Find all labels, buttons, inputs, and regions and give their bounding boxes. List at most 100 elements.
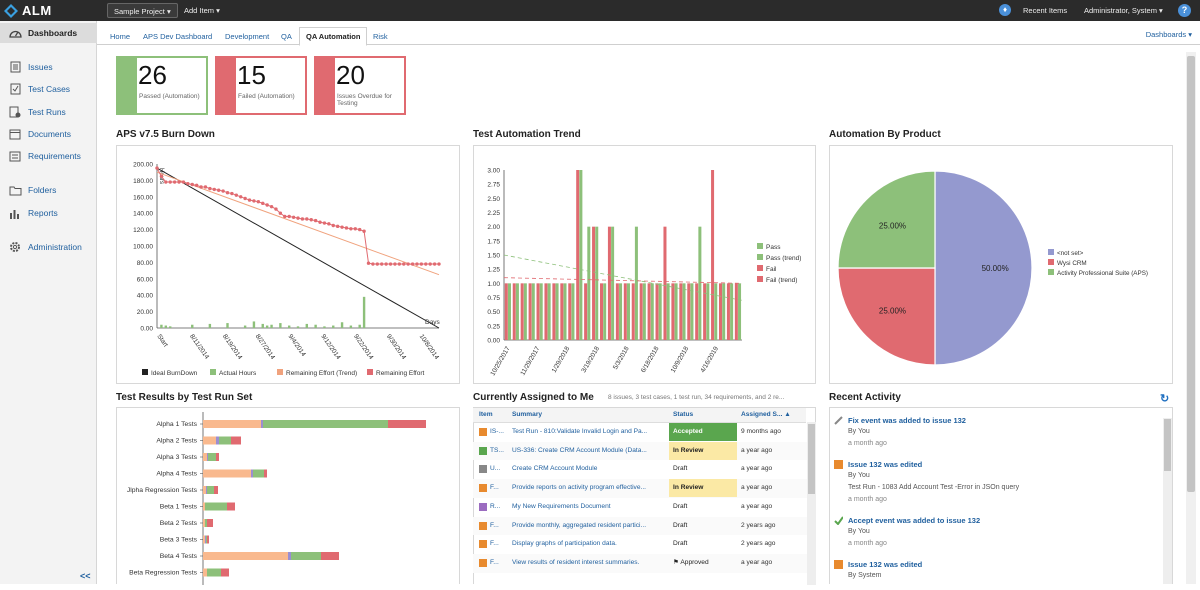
row-label: Beta 1 Tests — [160, 504, 198, 511]
fail-bar — [639, 283, 643, 340]
row-label: Beta Regression Tests — [129, 570, 197, 577]
kpi-passed[interactable]: 26 Passed (Automation) — [116, 56, 208, 115]
table-row[interactable]: F... Provide monthly, aggregated resident… — [473, 516, 807, 536]
tab-qa-automation[interactable]: QA Automation — [299, 27, 368, 46]
recent-items-link[interactable]: Recent Items — [1023, 6, 1068, 15]
activity-title[interactable]: Issue 132 was edited — [848, 460, 923, 469]
item-summary[interactable]: Provide reports on activity program effe… — [512, 484, 647, 492]
assigned-since: 2 years ago — [741, 521, 776, 529]
app-logo[interactable]: ALM — [4, 2, 52, 19]
sidebar-item-issues[interactable]: Issues — [0, 57, 97, 77]
pass-bar — [682, 283, 686, 340]
item-id[interactable]: U... — [490, 465, 501, 473]
table-row[interactable]: F... Display graphs of participation data… — [473, 535, 807, 554]
sidebar-item-folders[interactable]: Folders — [0, 180, 97, 200]
table-row[interactable]: U... Create CRM Account Module Draft a year… — [473, 460, 807, 479]
user-menu[interactable]: Administrator, System ▾ — [1084, 3, 1163, 18]
remaining-effort-point — [186, 181, 190, 186]
kpi-issues-overdue[interactable]: 20 Issues Overdue for Testing — [314, 56, 406, 115]
activity-title[interactable]: Issue 132 was edited — [848, 560, 923, 569]
stacked-bar-segment — [388, 420, 426, 428]
dashboards-menu[interactable]: Dashboards ▾ — [1146, 30, 1192, 39]
item-summary[interactable]: My New Requirements Document — [512, 502, 611, 510]
item-id[interactable]: F... — [490, 484, 499, 492]
table-row[interactable]: F... View results of resident interest su… — [473, 553, 807, 573]
legend-label: Pass — [766, 244, 781, 251]
tab-risk[interactable]: Risk — [373, 32, 388, 41]
tab-home[interactable]: Home — [110, 32, 131, 41]
notification-icon[interactable]: ♦ — [999, 4, 1011, 16]
sidebar-item-dashboards[interactable]: Dashboards — [0, 23, 97, 43]
table-row[interactable]: R... My New Requirements Document Draft a y… — [473, 498, 807, 517]
item-summary[interactable]: Display graphs of participation data. — [512, 540, 617, 548]
pass-bar — [531, 283, 535, 340]
activity-by: By You — [848, 472, 870, 479]
actual-hours-bar — [362, 296, 366, 328]
table-row[interactable]: IS-... Test Run - 810:Validate Invalid Lo… — [473, 423, 807, 442]
activity-item: Fix event was added to issue 132 By You … — [832, 414, 1152, 454]
pie-label: 25.00% — [879, 307, 906, 316]
activity-title[interactable]: Fix event was added to issue 132 — [848, 416, 966, 425]
column-header-status[interactable]: Status — [673, 411, 694, 418]
remaining-effort-point — [274, 207, 278, 211]
actual-hours-bar — [169, 326, 172, 328]
y-tick-label: 0.75 — [487, 295, 500, 302]
actual-hours-bar — [287, 325, 291, 328]
sidebar-item-label: Dashboards — [28, 28, 78, 38]
chevron-down-icon: ▾ — [216, 6, 220, 15]
x-tick-label: 9/12/2014 — [319, 333, 342, 361]
help-icon[interactable]: ? — [1178, 4, 1191, 17]
refresh-icon[interactable]: ↻ — [1160, 393, 1170, 405]
item-id[interactable]: IS-... — [490, 428, 504, 435]
y-tick-label: 200.00 — [133, 162, 153, 169]
fail-bar — [734, 283, 738, 340]
scrollbar-thumb[interactable] — [1164, 419, 1171, 471]
actual-hours-bar — [164, 325, 168, 328]
scrollbar-thumb[interactable] — [808, 424, 815, 494]
table-row[interactable]: TS... US-336: Create CRM Account Module (… — [473, 441, 807, 461]
activity-scrollbar[interactable] — [1163, 418, 1172, 584]
page-scrollbar[interactable] — [1186, 52, 1196, 584]
item-id[interactable]: TS... — [490, 446, 504, 454]
item-summary[interactable]: Create CRM Account Module — [512, 465, 598, 473]
tab-aps-dev-dashboard[interactable]: APS Dev Dashboard — [143, 32, 213, 41]
activity-detail: Test Run - 1083 Add Account Test -Error … — [848, 484, 1020, 491]
fail-bar — [663, 226, 667, 340]
y-tick-label: 3.00 — [487, 168, 500, 175]
sidebar-item-requirements[interactable]: Requirements — [0, 146, 97, 166]
kpi-failed[interactable]: 15 Failed (Automation) — [215, 56, 307, 115]
add-item-menu[interactable]: Add Item ▾ — [184, 3, 220, 18]
remaining-effort-point — [419, 262, 424, 266]
item-id[interactable]: F... — [490, 558, 499, 566]
item-summary[interactable]: View results of resident interest summar… — [512, 558, 640, 566]
activity-title[interactable]: Accept event was added to issue 132 — [848, 516, 981, 525]
tab-qa[interactable]: QA — [281, 32, 292, 41]
sidebar-item-test-cases[interactable]: Test Cases — [0, 79, 97, 99]
item-summary[interactable]: US-336: Create CRM Account Module (Data.… — [512, 446, 647, 454]
fail-bar — [655, 283, 659, 340]
column-header-summary[interactable]: Summary — [512, 411, 543, 418]
item-summary[interactable]: Provide monthly, aggregated resident par… — [512, 521, 647, 529]
remaining-effort-point — [208, 186, 212, 191]
sidebar-item-documents[interactable]: Documents — [0, 124, 97, 144]
sidebar-item-reports[interactable]: Reports — [0, 203, 97, 223]
sidebar-item-test-runs[interactable]: Test Runs — [0, 102, 97, 122]
legend-label: Activity Professional Suite (APS) — [1057, 270, 1148, 277]
column-header-assigned[interactable]: Assigned S... ▲ — [741, 408, 791, 422]
item-id[interactable]: R... — [490, 502, 501, 510]
sidebar-item-administration[interactable]: Administration — [0, 237, 97, 257]
project-selector[interactable]: Sample Project ▾ — [107, 3, 178, 18]
scrollbar-thumb[interactable] — [1187, 56, 1195, 492]
pass-bar — [515, 283, 519, 340]
pie-slice — [837, 267, 936, 366]
remaining-effort-point — [203, 185, 208, 189]
item-id[interactable]: F... — [490, 521, 499, 529]
item-id[interactable]: F... — [490, 540, 499, 548]
table-row[interactable]: F... Provide reports on activity program … — [473, 479, 807, 498]
collapse-sidebar-button[interactable]: << — [80, 571, 91, 581]
y-tick-label: 2.25 — [487, 210, 500, 217]
item-summary[interactable]: Test Run - 810:Validate Invalid Login an… — [512, 428, 648, 435]
column-header-item[interactable]: Item — [479, 411, 493, 418]
table-scrollbar[interactable] — [807, 422, 816, 585]
tab-development[interactable]: Development — [225, 32, 270, 41]
